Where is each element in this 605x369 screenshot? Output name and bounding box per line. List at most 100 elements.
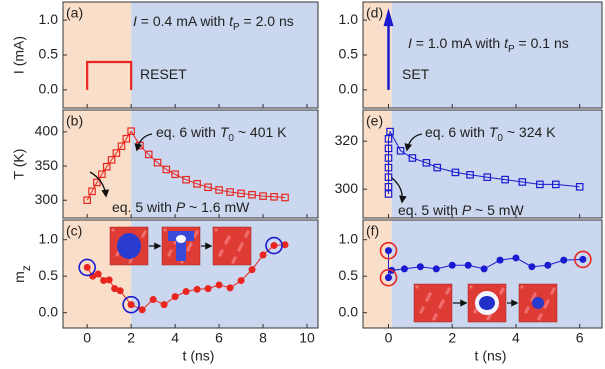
- data-point: [139, 306, 146, 313]
- x-axis-label: t (ns): [475, 348, 507, 364]
- y-tick-label: 400: [35, 123, 59, 139]
- text-run: eq. 5 with: [112, 199, 176, 215]
- data-point: [465, 262, 472, 269]
- text-run: = 1.0 mA with: [412, 35, 504, 51]
- y-axis-label: mz: [11, 265, 33, 283]
- panel-label: (e): [366, 113, 383, 129]
- snapshot-noise: [537, 317, 540, 320]
- snapshot-domain: [117, 233, 141, 259]
- text-run: RESET: [140, 66, 187, 82]
- snapshot: [213, 227, 251, 265]
- text-run: z: [19, 265, 33, 271]
- snapshot-noise: [445, 291, 448, 294]
- text-run: SET: [402, 66, 430, 82]
- snapshot-noise: [469, 285, 472, 288]
- snapshot-noise: [167, 253, 170, 256]
- snapshot-noise: [186, 248, 189, 251]
- data-point: [205, 285, 212, 292]
- snapshot-noise: [231, 260, 234, 263]
- snapshot-noise: [111, 228, 114, 231]
- snapshot-noise: [115, 253, 118, 256]
- snapshot-noise: [486, 317, 489, 320]
- text-run: ~ 5 mW: [471, 202, 524, 218]
- snapshot: [414, 284, 452, 322]
- data-point: [84, 264, 91, 271]
- x-tick-label: 0: [385, 330, 393, 346]
- y-tick-label: 0.5: [39, 267, 59, 283]
- data-point: [433, 265, 440, 272]
- y-tick-label: 0.5: [339, 267, 359, 283]
- x-tick-label: 8: [259, 330, 267, 346]
- data-point: [117, 287, 124, 294]
- y-tick-label: 1.0: [39, 11, 59, 27]
- snapshot-noise: [524, 310, 527, 313]
- snapshot-noise: [432, 317, 435, 320]
- x-tick-label: 2: [448, 330, 456, 346]
- data-point: [260, 252, 267, 259]
- panel-label: (d): [366, 5, 383, 21]
- data-point: [579, 256, 586, 263]
- panel-label: (f): [366, 223, 379, 239]
- data-point: [528, 263, 535, 270]
- y-tick-label: 1.0: [39, 230, 59, 246]
- snapshot-noise: [425, 298, 428, 301]
- snapshot-noise: [438, 305, 441, 308]
- snapshot-noise: [214, 228, 217, 231]
- snapshot-noise: [218, 253, 221, 256]
- x-axis-label: t (ns): [183, 348, 215, 364]
- data-point: [95, 271, 102, 278]
- y-tick-label: 0.5: [39, 46, 59, 62]
- y-tick-label: 1.0: [339, 230, 359, 246]
- data-point: [172, 293, 179, 300]
- data-point: [227, 284, 234, 291]
- x-tick-label: 6: [576, 330, 584, 346]
- data-point: [560, 257, 567, 264]
- text-run: ~ 324 K: [503, 124, 556, 140]
- y-tick-label: 0.0: [39, 81, 59, 97]
- text-run: = 0.4 mA with: [137, 13, 229, 29]
- text-run: m: [11, 271, 27, 283]
- panel-label: (c): [66, 223, 82, 239]
- data-point: [150, 296, 157, 303]
- text-run: ~ 1.6 mW: [185, 199, 250, 215]
- y-tick-label: 0.5: [339, 46, 359, 62]
- data-point: [194, 286, 201, 293]
- panel-label: (a): [66, 5, 83, 21]
- snapshot-noise: [520, 285, 523, 288]
- snapshot-noise: [128, 260, 131, 263]
- annotation: eq. 5 with P ~ 5 mW: [398, 202, 524, 218]
- y-tick-label: 1.0: [339, 11, 359, 27]
- data-point: [385, 274, 392, 281]
- y-tick-label: 320: [335, 132, 359, 148]
- data-point: [238, 277, 245, 284]
- snapshot-noise: [163, 228, 166, 231]
- text-run: eq. 6 with: [425, 124, 489, 140]
- panel-label: (b): [66, 113, 83, 129]
- y-tick-label: 300: [335, 180, 359, 196]
- x-tick-label: 6: [215, 330, 223, 346]
- snapshot-domain: [176, 235, 186, 243]
- text-run: = 0.1 ns: [515, 35, 569, 51]
- snapshot-noise: [415, 285, 418, 288]
- text-run: ~ 401 K: [234, 124, 287, 140]
- y-tick-label: 350: [35, 157, 59, 173]
- annotation: eq. 5 with P ~ 1.6 mW: [112, 199, 250, 215]
- x-tick-label: 0: [83, 330, 91, 346]
- text-run: eq. 5 with: [398, 202, 462, 218]
- data-point: [449, 262, 456, 269]
- y-axis-label: I (mA): [11, 36, 27, 74]
- data-point: [401, 265, 408, 272]
- x-tick-label: 2: [127, 330, 135, 346]
- y-tick-label: 0.0: [339, 303, 359, 319]
- data-point: [481, 265, 488, 272]
- data-point: [544, 262, 551, 269]
- snapshot-domain: [532, 297, 544, 309]
- data-point: [512, 254, 519, 261]
- x-tick-label: 10: [299, 330, 315, 346]
- x-tick-label: 4: [512, 330, 520, 346]
- data-point: [417, 263, 424, 270]
- phase-shade: [392, 2, 602, 108]
- snapshot-noise: [473, 310, 476, 313]
- data-point: [128, 301, 135, 308]
- data-point: [385, 247, 392, 254]
